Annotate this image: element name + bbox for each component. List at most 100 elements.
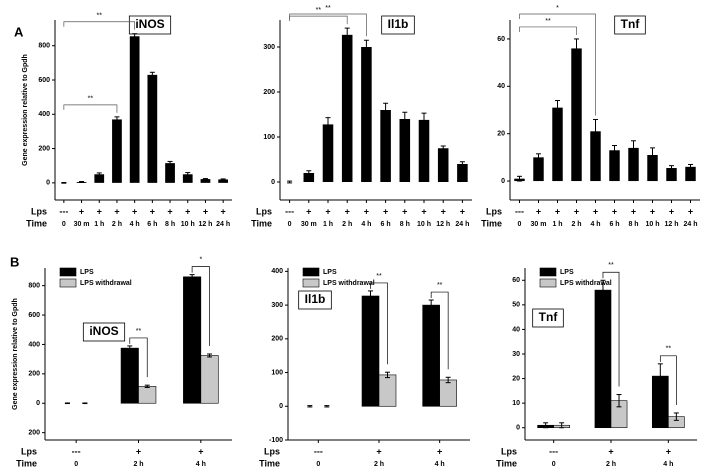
error-bar <box>307 405 313 408</box>
error-bar <box>600 279 606 301</box>
error-bar <box>402 111 408 127</box>
treatment-label: + <box>97 206 102 216</box>
error-bar <box>79 180 85 184</box>
error-bar <box>287 180 293 184</box>
x-tick-label: 8 h <box>400 221 410 228</box>
significance-label: ** <box>316 7 322 14</box>
title-box <box>532 308 564 328</box>
row-label: Lps <box>264 446 280 456</box>
x-tick-label: 10 h <box>645 221 659 228</box>
significance-label: * <box>556 5 559 12</box>
treatment-label: + <box>593 206 598 216</box>
x-tick-label: 30 m <box>301 221 317 228</box>
bar <box>147 74 158 183</box>
row-label: Time <box>481 218 502 228</box>
legend-swatch <box>539 278 557 288</box>
y-axis-label: Gene expression relative to Gpdh <box>12 298 19 410</box>
legend-swatch <box>59 278 77 288</box>
error-bar <box>616 394 622 408</box>
x-tick-label: 30 m <box>74 221 90 228</box>
x-tick-label: 0 <box>74 461 78 468</box>
y-tick-label: 400 <box>38 111 50 118</box>
legend-label: LPS <box>323 269 337 276</box>
x-tick-label: 2 h <box>342 221 352 228</box>
chart-title: iNOS <box>89 324 118 338</box>
y-tick-label: 400 <box>271 268 283 275</box>
x-tick-label: 12 h <box>664 221 678 228</box>
x-tick-label: 6 h <box>609 221 619 228</box>
error-bar <box>612 145 617 156</box>
x-tick-label: 2 h <box>112 221 122 228</box>
row-label: Lps <box>256 206 272 216</box>
bar <box>571 48 582 182</box>
treatment-label: --- <box>285 206 294 216</box>
y-tick-label: 40 <box>497 83 505 90</box>
bar <box>361 295 380 407</box>
significance-label: ** <box>88 96 94 103</box>
bar <box>594 289 612 429</box>
legend-swatch <box>539 267 557 277</box>
title-box <box>381 15 415 35</box>
x-tick-label: 4 h <box>130 221 140 228</box>
treatment-label: + <box>364 206 369 216</box>
bar <box>418 119 430 182</box>
error-bar <box>688 163 693 170</box>
legend-swatch <box>59 267 77 277</box>
significance-bracket <box>370 282 388 365</box>
treatment-label: --- <box>549 446 558 456</box>
y-tick-label: 60 <box>512 277 520 284</box>
significance-label: ** <box>97 13 103 20</box>
bar <box>590 131 601 182</box>
error-bar <box>185 172 191 177</box>
error-bar <box>421 112 427 128</box>
row-label: Lps <box>486 206 502 216</box>
x-tick-label: 0 <box>62 221 66 228</box>
error-bar <box>127 345 133 351</box>
bar <box>647 155 658 182</box>
treatment-label: + <box>688 206 693 216</box>
significance-bracket <box>602 271 620 387</box>
significance-bracket <box>519 13 596 116</box>
significance-label: ** <box>136 328 142 335</box>
treatment-label: + <box>79 206 84 216</box>
x-tick-label: 30 m <box>531 221 547 228</box>
legend-label: LPS withdrawal <box>80 280 132 287</box>
treatment-label: + <box>612 206 617 216</box>
error-bar <box>650 147 655 163</box>
y-tick-label: 60 <box>497 36 505 43</box>
treatment-label: + <box>666 446 671 456</box>
error-bar <box>657 363 663 389</box>
row-label: Time <box>26 218 47 228</box>
y-tick-label: 20 <box>497 131 505 138</box>
y-tick-label: 300 <box>271 302 283 309</box>
y-tick-label: 300 <box>263 44 275 51</box>
x-tick-label: 4 h <box>361 221 371 228</box>
treatment-label: + <box>460 206 465 216</box>
bar <box>437 148 449 182</box>
y-tick-label: 0 <box>46 180 50 187</box>
y-tick-label: 200 <box>38 145 50 152</box>
y-tick-label: 100 <box>271 369 283 376</box>
bar <box>200 355 219 404</box>
bar <box>165 163 175 183</box>
y-tick-label: 400 <box>28 341 40 348</box>
y-tick-label: 50 <box>512 302 520 309</box>
y-tick-label: 200 <box>271 336 283 343</box>
x-tick-label: 6 h <box>147 221 157 228</box>
treatment-label: + <box>325 206 330 216</box>
bar <box>138 386 157 404</box>
error-bar <box>440 145 446 151</box>
error-bar <box>220 178 226 181</box>
treatment-label: + <box>574 206 579 216</box>
treatment-label: + <box>376 446 381 456</box>
x-tick-label: 24 h <box>683 221 697 228</box>
y-tick-label: 200 <box>28 429 40 436</box>
bar <box>218 179 229 183</box>
error-bar <box>669 165 674 171</box>
treatment-label: + <box>650 206 655 216</box>
y-tick-label: 0 <box>501 178 505 185</box>
row-label: Lps <box>501 446 517 456</box>
row-label: Time <box>259 458 280 468</box>
treatment-label: + <box>421 206 426 216</box>
chart-title: Tnf <box>539 310 559 324</box>
